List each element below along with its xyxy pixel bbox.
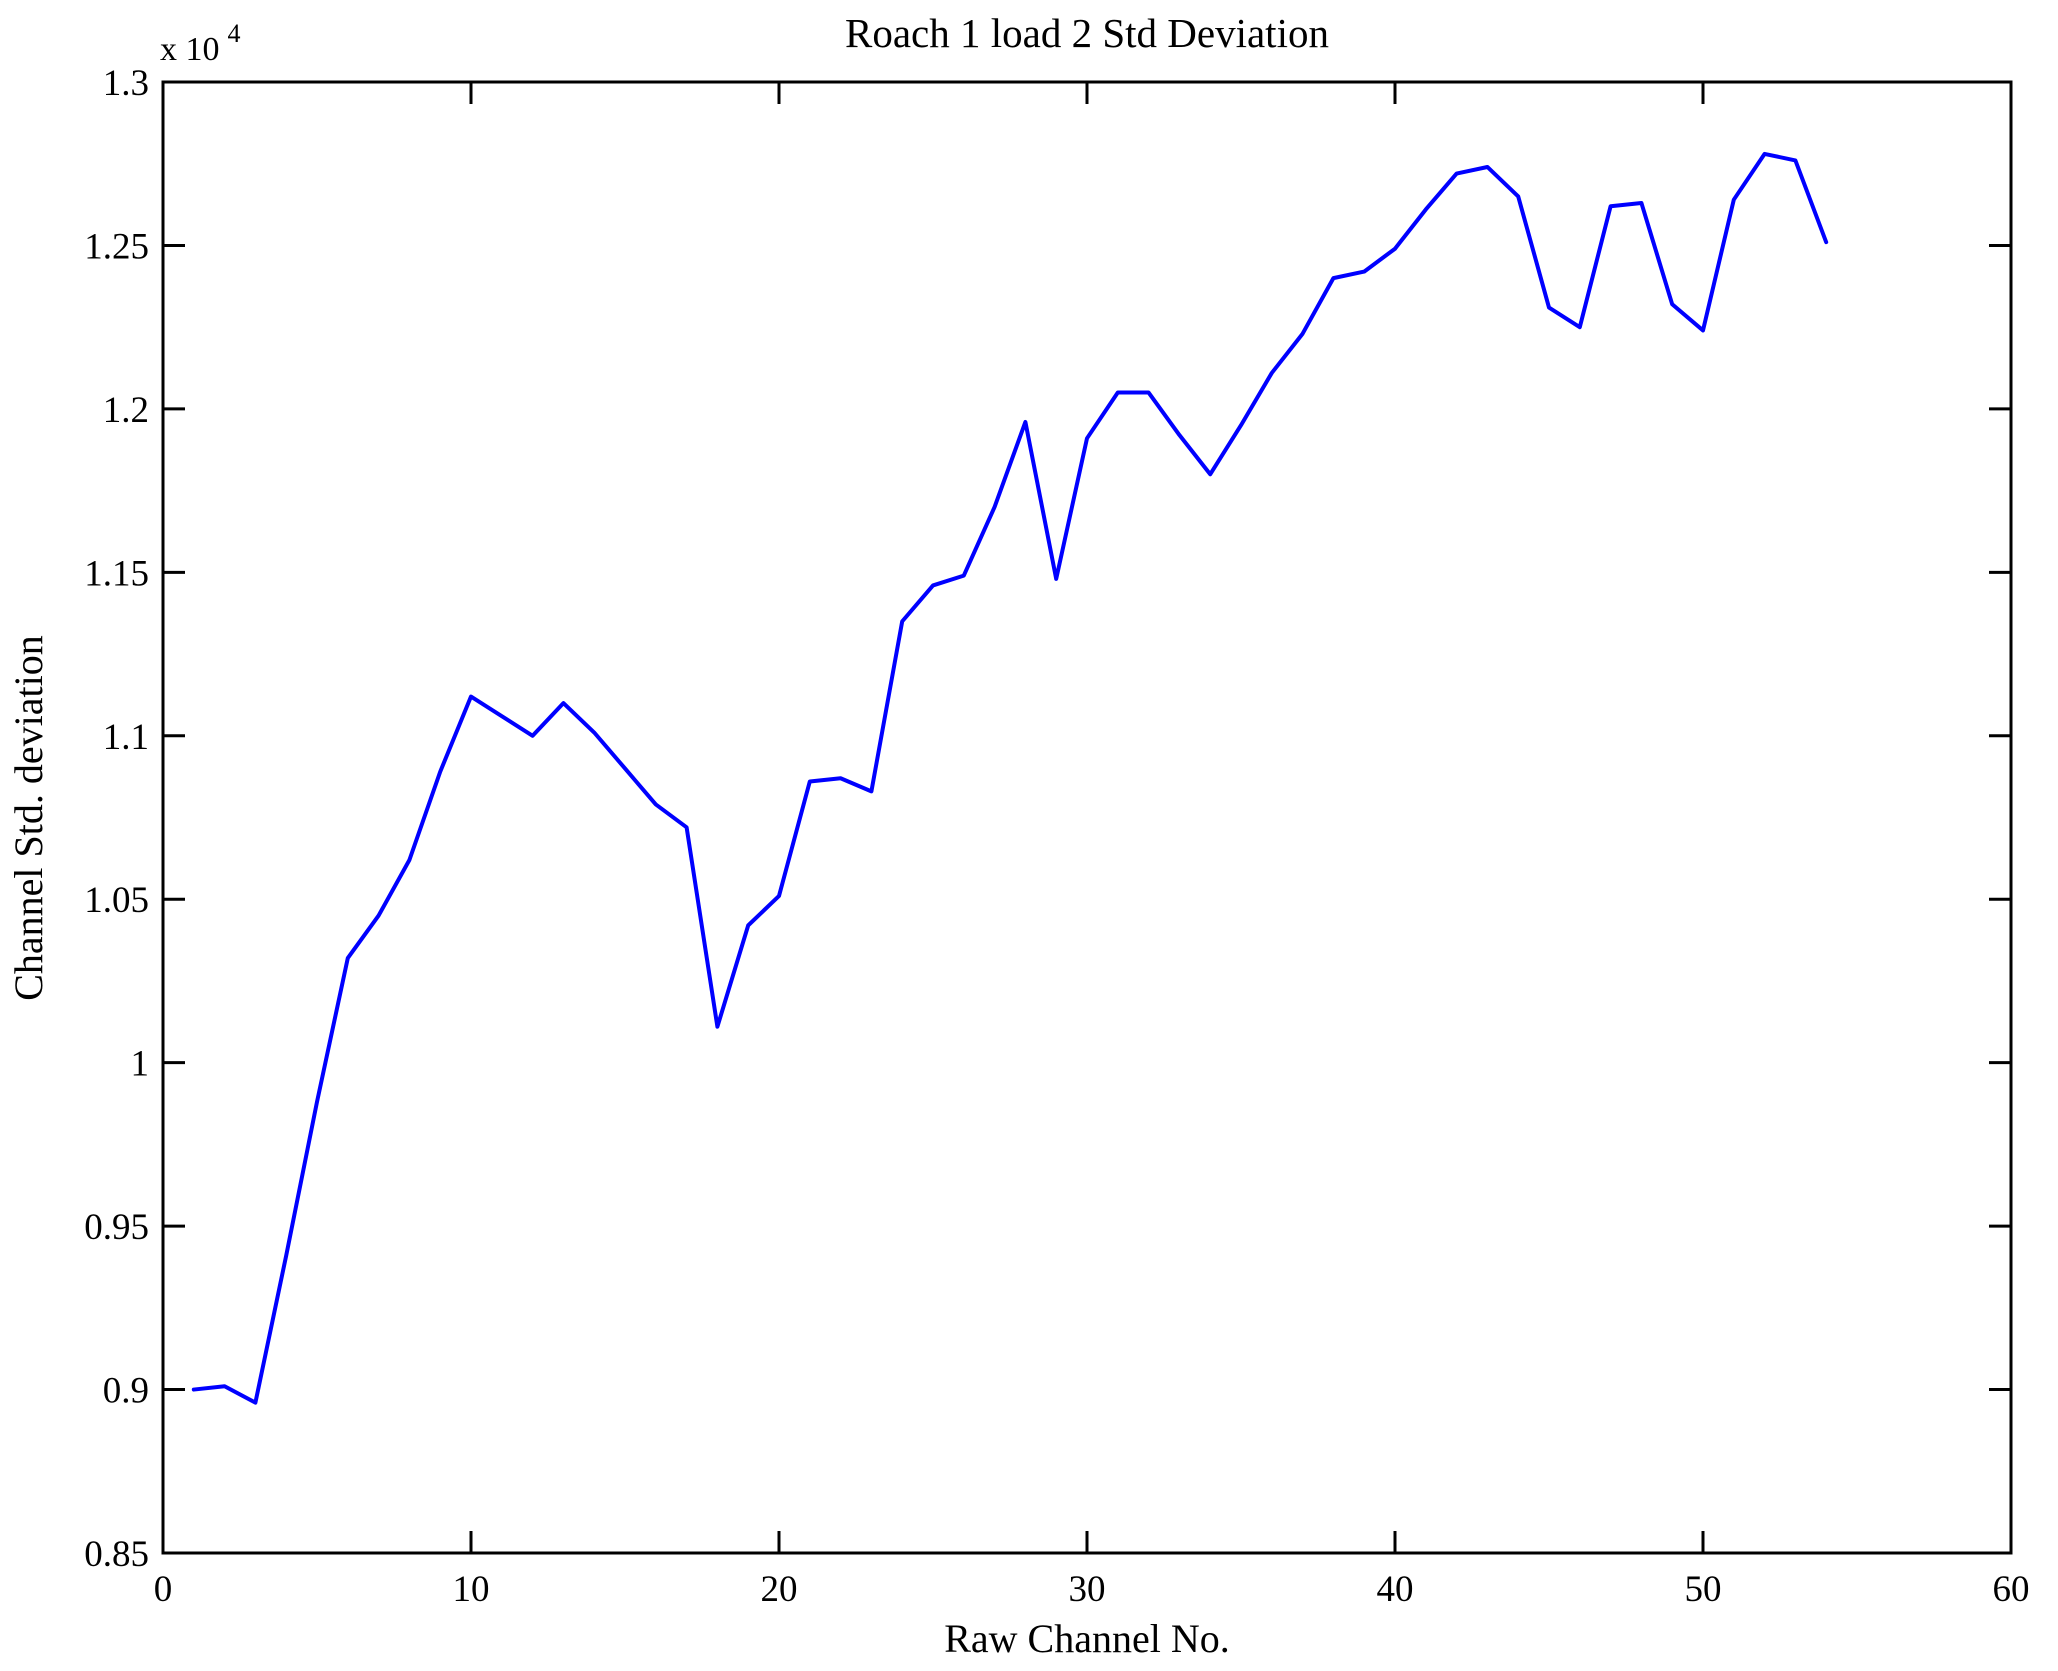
y-tick-label: 1.2 (103, 390, 149, 431)
x-tick-label: 40 (1377, 1569, 1414, 1610)
data-line (191, 151, 1829, 1405)
x-axis-ticks: 0 10 20 30 40 50 60 (154, 82, 2030, 1610)
y-tick-label: 0.85 (84, 1534, 149, 1575)
x-tick-label: 60 (1993, 1569, 2030, 1610)
y-axis-label: Channel Std. deviation (6, 635, 51, 1001)
x-tick-label: 50 (1685, 1569, 1722, 1610)
y-axis-exponent-power: 4 (228, 19, 241, 48)
y-tick-label: 1 (131, 1044, 150, 1085)
y-tick-label: 0.9 (103, 1371, 149, 1412)
plot-box (161, 80, 2013, 1555)
y-tick-label: 1.3 (103, 63, 149, 104)
y-tick-label: 1.05 (84, 880, 149, 921)
y-axis-ticks: 0.85 0.9 0.95 1 1.05 1.1 1.15 1.2 1.25 1.3 (84, 63, 2011, 1575)
y-axis-exponent: x 10 4 (160, 19, 241, 68)
x-tick-label: 20 (761, 1569, 798, 1610)
y-tick-label: 1.25 (84, 226, 149, 267)
y-axis-exponent-base: x 10 (160, 31, 220, 68)
data-series (191, 151, 1829, 1405)
y-tick-label: 1.1 (103, 717, 149, 758)
y-tick-label: 1.15 (84, 553, 149, 594)
chart-title: Roach 1 load 2 Std Deviation (845, 10, 1329, 56)
x-tick-label: 0 (154, 1569, 173, 1610)
x-tick-label: 10 (453, 1569, 490, 1610)
x-axis-label: Raw Channel No. (944, 1616, 1230, 1661)
y-tick-label: 0.95 (84, 1207, 149, 1248)
x-tick-label: 30 (1069, 1569, 1106, 1610)
